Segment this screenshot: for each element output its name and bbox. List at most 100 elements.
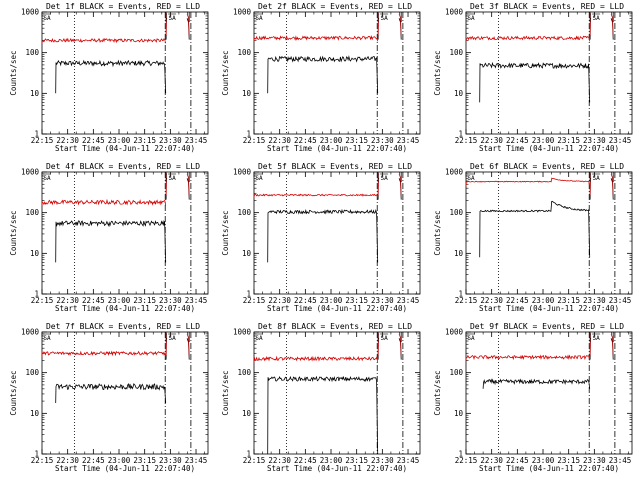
x-tick-label: 23:15 bbox=[133, 296, 156, 305]
x-tick-label: 23:30 bbox=[371, 136, 394, 145]
x-tick-label: 23:45 bbox=[185, 136, 208, 145]
x-tick-label: 22:45 bbox=[506, 456, 529, 465]
x-tick-label: 22:45 bbox=[82, 136, 105, 145]
saa-marker-label: SA bbox=[168, 15, 176, 22]
x-tick-label: 22:15 bbox=[455, 136, 478, 145]
chart-panel-7: Det 7f BLACK = Events, RED = LLD 1 10 100 10… bbox=[9, 322, 209, 473]
x-tick-label: 23:00 bbox=[320, 296, 343, 305]
series-lld-line bbox=[41, 37, 167, 44]
y-tick-label: 1000 bbox=[21, 168, 40, 177]
series-events-line bbox=[267, 208, 379, 263]
y-tick-label: 1 bbox=[34, 450, 39, 459]
chart-panel-4: Det 4f BLACK = Events, RED = LLD 1 10 100 10… bbox=[9, 162, 209, 313]
y-tick-label: 1 bbox=[246, 290, 251, 299]
y-tick-label: 10 bbox=[454, 89, 464, 98]
saa-marker-label: SA bbox=[592, 175, 600, 182]
y-tick-label: 100 bbox=[449, 48, 463, 57]
y-tick-label: 10 bbox=[242, 409, 252, 418]
x-tick-label: 23:15 bbox=[133, 456, 156, 465]
x-tick-label: 23:15 bbox=[345, 136, 368, 145]
x-tick-label: 22:45 bbox=[82, 456, 105, 465]
series-lld-tail bbox=[186, 13, 190, 36]
y-tick-label: 10 bbox=[454, 409, 464, 418]
saa-marker-label: SA bbox=[592, 335, 600, 342]
chart-title: Det 3f BLACK = Events, RED = LLD bbox=[470, 2, 624, 11]
x-tick-label: 22:30 bbox=[480, 456, 503, 465]
plot-frame bbox=[253, 331, 421, 455]
x-axis-label: Start Time (04-Jun-11 22:07:40) bbox=[479, 304, 619, 313]
y-tick-label: 10 bbox=[242, 249, 252, 258]
y-tick-label: 1 bbox=[34, 130, 39, 139]
x-tick-label: 22:45 bbox=[506, 296, 529, 305]
chart-title: Det 1f BLACK = Events, RED = LLD bbox=[46, 2, 200, 11]
series-lld-line bbox=[41, 350, 167, 357]
saa-marker-label: SA bbox=[43, 15, 51, 22]
chart-panel-9: Det 9f BLACK = Events, RED = LLD 1 10 100 10… bbox=[433, 322, 633, 473]
y-tick-label: 10 bbox=[242, 89, 252, 98]
chart-panel-1: Det 1f BLACK = Events, RED = LLD 1 10 100 10… bbox=[9, 2, 209, 153]
x-tick-label: 23:00 bbox=[108, 136, 131, 145]
chart-panel-8: Det 8f BLACK = Events, RED = LLD 1 10 100 10… bbox=[221, 322, 421, 473]
chart-title: Det 5f BLACK = Events, RED = LLD bbox=[258, 162, 412, 171]
y-tick-label: 10 bbox=[30, 89, 40, 98]
series-lld-line bbox=[465, 354, 591, 361]
y-tick-label: 1 bbox=[246, 130, 251, 139]
y-tick-label: 100 bbox=[237, 368, 251, 377]
x-tick-label: 22:45 bbox=[506, 136, 529, 145]
saa-marker-label: SA bbox=[467, 335, 475, 342]
series-lld-line bbox=[465, 177, 591, 187]
series-lld-tail bbox=[398, 173, 402, 196]
y-tick-label: 10 bbox=[454, 249, 464, 258]
y-tick-label: 1000 bbox=[21, 328, 40, 337]
y-tick-label: 1000 bbox=[233, 8, 252, 17]
series-lld-line bbox=[253, 35, 379, 42]
y-axis-label: Counts/sec bbox=[433, 370, 442, 415]
saa-marker-label: SA bbox=[43, 335, 51, 342]
x-tick-label: 23:00 bbox=[532, 136, 555, 145]
saa-marker-label: SA bbox=[255, 175, 263, 182]
x-tick-label: 23:00 bbox=[532, 456, 555, 465]
x-axis-label: Start Time (04-Jun-11 22:07:40) bbox=[55, 304, 195, 313]
x-tick-label: 23:15 bbox=[133, 136, 156, 145]
chart-panel-5: Det 5f BLACK = Events, RED = LLD 1 10 100 10… bbox=[221, 162, 421, 313]
y-axis-label: Counts/sec bbox=[433, 210, 442, 255]
y-tick-label: 1 bbox=[34, 290, 39, 299]
chart-title: Det 4f BLACK = Events, RED = LLD bbox=[46, 162, 200, 171]
saa-marker-label: SA bbox=[467, 15, 475, 22]
y-axis-label: Counts/sec bbox=[9, 50, 18, 95]
series-lld-line bbox=[253, 355, 379, 363]
x-tick-label: 22:45 bbox=[294, 456, 317, 465]
x-tick-label: 23:45 bbox=[185, 456, 208, 465]
x-tick-label: 22:15 bbox=[455, 456, 478, 465]
x-tick-label: 22:30 bbox=[480, 136, 503, 145]
x-tick-label: 23:15 bbox=[557, 456, 580, 465]
y-tick-label: 100 bbox=[237, 208, 251, 217]
y-tick-label: 100 bbox=[237, 48, 251, 57]
x-tick-label: 23:15 bbox=[557, 296, 580, 305]
x-tick-label: 22:15 bbox=[243, 296, 266, 305]
x-tick-label: 23:15 bbox=[557, 136, 580, 145]
x-tick-label: 23:45 bbox=[609, 136, 632, 145]
y-tick-label: 1 bbox=[458, 450, 463, 459]
x-axis-label: Start Time (04-Jun-11 22:07:40) bbox=[479, 464, 619, 473]
x-tick-label: 22:30 bbox=[56, 136, 79, 145]
y-tick-label: 1000 bbox=[233, 168, 252, 177]
series-lld-tail bbox=[186, 173, 190, 196]
series-lld-tail bbox=[398, 13, 402, 36]
saa-marker-label: SA bbox=[43, 175, 51, 182]
y-tick-label: 1000 bbox=[445, 8, 464, 17]
chart-panel-2: Det 2f BLACK = Events, RED = LLD 1 10 100 10… bbox=[221, 2, 421, 153]
x-tick-label: 22:30 bbox=[268, 136, 291, 145]
x-tick-label: 23:30 bbox=[583, 456, 606, 465]
series-lld-line bbox=[253, 193, 379, 199]
x-tick-label: 22:15 bbox=[31, 136, 54, 145]
plot-frame bbox=[41, 171, 209, 295]
series-lld-line bbox=[465, 35, 591, 42]
y-tick-label: 1 bbox=[246, 450, 251, 459]
x-tick-label: 23:15 bbox=[345, 456, 368, 465]
saa-marker-label: SA bbox=[168, 175, 176, 182]
chart-title: Det 6f BLACK = Events, RED = LLD bbox=[470, 162, 624, 171]
x-tick-label: 22:15 bbox=[243, 456, 266, 465]
series-events-line bbox=[482, 378, 591, 389]
